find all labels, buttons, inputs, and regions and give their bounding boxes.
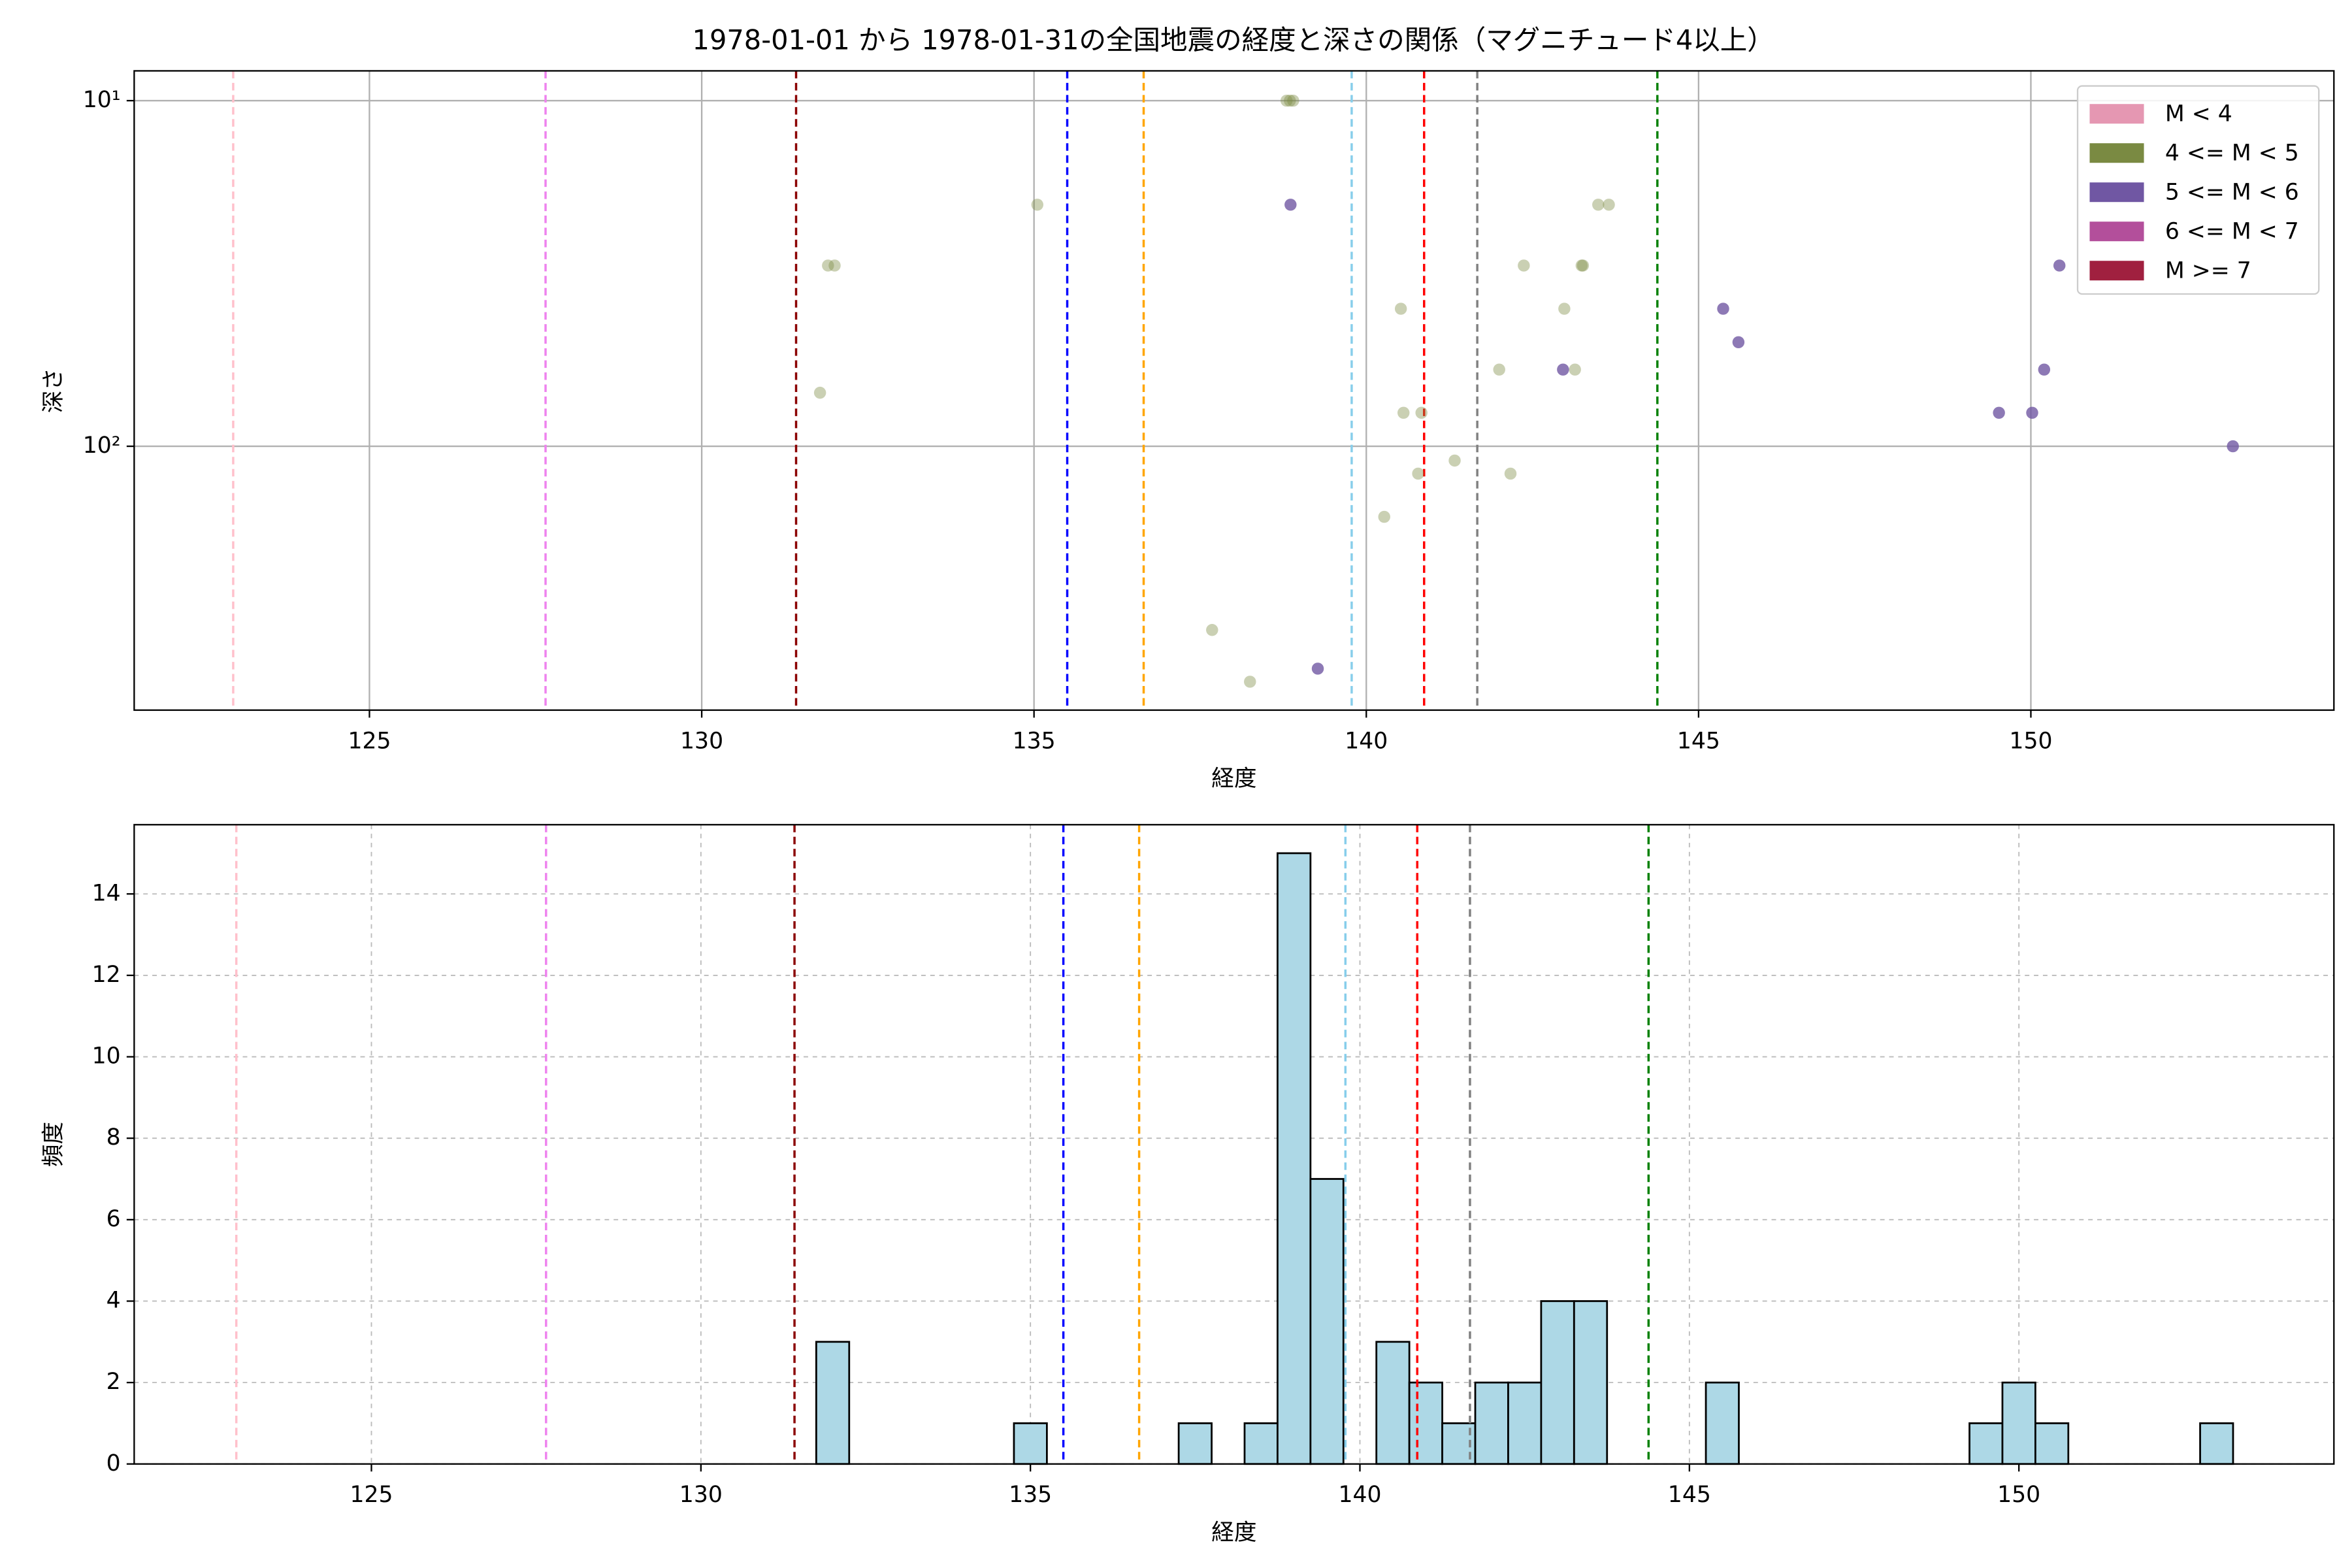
histogram-bar (815, 1341, 851, 1465)
y-axis-label: 頻度 (41, 1122, 67, 1167)
histogram-bar (2199, 1422, 2234, 1465)
scatter-point (1311, 662, 1324, 675)
scatter-point (1280, 94, 1293, 107)
scatter-point (1378, 510, 1390, 523)
scatter-point (1575, 259, 1588, 272)
x-tick-label: 130 (679, 1482, 723, 1508)
scatter-point (1394, 302, 1407, 315)
y-tick-label: 12 (92, 962, 121, 988)
y-tick-label: 6 (106, 1206, 121, 1232)
y-tick-label: 10 (92, 1043, 121, 1070)
histogram-bar (1277, 852, 1312, 1465)
legend-label: M < 4 (2165, 101, 2232, 127)
scatter-point (1244, 676, 1256, 688)
histogram-bar (1474, 1381, 1509, 1465)
y-tick-label: 8 (106, 1124, 121, 1151)
chart-title: 1978-01-01 から 1978-01-31の全国地震の経度と深さの関係（マ… (693, 24, 1774, 56)
histogram-bar (2034, 1422, 2070, 1465)
y-axis-label: 深さ (41, 368, 67, 413)
legend-label: M >= 7 (2165, 257, 2251, 284)
plot-frame (133, 70, 2335, 711)
legend-label: 6 <= M < 7 (2165, 218, 2299, 244)
x-tick-label: 125 (348, 728, 391, 754)
x-tick-label: 135 (1013, 728, 1056, 754)
x-tick-label: 140 (1345, 728, 1388, 754)
histogram-bar (2001, 1381, 2036, 1465)
histogram-bar (1705, 1381, 1740, 1465)
legend-label: 4 <= M < 5 (2165, 140, 2299, 166)
legend-swatch (2089, 261, 2144, 281)
y-tick-label: 2 (106, 1369, 121, 1395)
histogram-bar (1968, 1422, 2004, 1465)
histogram-bar (1540, 1300, 1575, 1465)
scatter-point (1558, 302, 1571, 315)
histogram-bar (1013, 1422, 1048, 1465)
histogram-bar (1507, 1381, 1543, 1465)
x-tick-label: 125 (350, 1482, 393, 1508)
histogram-bar (1375, 1341, 1411, 1465)
scatter-point (1576, 259, 1590, 272)
legend-swatch (2089, 221, 2144, 242)
scatter-point (2227, 440, 2239, 453)
histogram-bar (1309, 1178, 1345, 1465)
scatter-point (1448, 454, 1461, 467)
scatter-point (1603, 199, 1615, 211)
scatter-point (1412, 467, 1424, 480)
x-tick-label: 145 (1677, 728, 1720, 754)
histogram-bar (1243, 1422, 1279, 1465)
scatter-point (1397, 406, 1410, 419)
y-tick-label: 14 (92, 880, 121, 906)
scatter-point (1993, 406, 2005, 419)
scatter-point (1557, 363, 1569, 376)
legend-swatch (2089, 143, 2144, 163)
scatter-point (1504, 467, 1517, 480)
scatter-point (1717, 302, 1729, 315)
legend-swatch (2089, 104, 2144, 124)
histogram-bar (1408, 1381, 1443, 1465)
scatter-point (828, 259, 841, 272)
scatter-point (2038, 363, 2051, 376)
x-tick-label: 150 (2009, 728, 2052, 754)
x-tick-label: 145 (1668, 1482, 1711, 1508)
histogram-bar (1573, 1300, 1609, 1465)
scatter-point (2053, 259, 2066, 272)
plot-frame (133, 824, 2335, 1465)
scatter-point (2026, 406, 2038, 419)
legend-box (2076, 85, 2320, 295)
x-tick-label: 135 (1009, 1482, 1052, 1508)
scatter-point (1569, 363, 1581, 376)
scatter-point (813, 386, 826, 399)
scatter-point (822, 259, 834, 272)
scatter-point (1287, 94, 1299, 107)
x-tick-label: 130 (680, 728, 723, 754)
scatter-point (1415, 406, 1428, 419)
scatter-point (1493, 363, 1505, 376)
scatter-point (1031, 199, 1043, 211)
y-tick-label: 4 (106, 1287, 121, 1313)
scatter-point (1284, 94, 1296, 107)
x-axis-label: 経度 (1211, 766, 1256, 792)
y-tick-label: 10¹ (83, 87, 121, 113)
scatter-point (1518, 259, 1530, 272)
legend-label: 5 <= M < 6 (2165, 179, 2299, 205)
x-tick-label: 150 (1997, 1482, 2040, 1508)
x-axis-label: 経度 (1211, 1520, 1256, 1546)
y-tick-label: 0 (106, 1450, 121, 1477)
y-tick-label: 10² (83, 433, 121, 459)
x-tick-label: 140 (1338, 1482, 1381, 1508)
scatter-point (1206, 623, 1218, 636)
scatter-point (1592, 199, 1605, 211)
histogram-bar (1177, 1422, 1213, 1465)
scatter-point (1284, 199, 1297, 211)
scatter-point (1732, 336, 1745, 349)
legend-swatch (2089, 182, 2144, 203)
